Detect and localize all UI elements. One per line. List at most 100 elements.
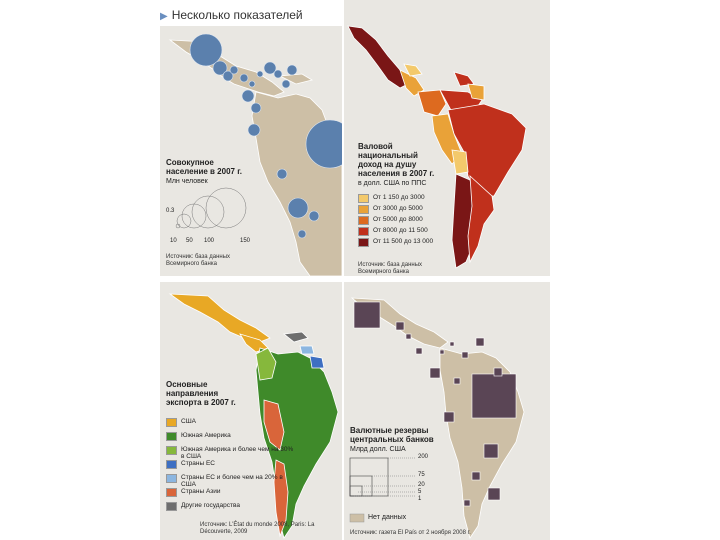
population-scale-label: 150 (240, 238, 251, 244)
gdp-legend-swatch (358, 227, 369, 236)
gdp-legend-label: От 3000 до 5000 (373, 205, 423, 212)
reserves-map-panel: Валютные резервы центральных банков Млрд… (344, 282, 550, 540)
exports-legend-swatch (166, 488, 177, 497)
population-bubble (297, 229, 307, 239)
exports-legend-swatch (166, 432, 177, 441)
bullet-triangle-icon: ▶ (160, 11, 168, 22)
population-bubble (222, 70, 234, 82)
exports-legend-swatch (166, 474, 177, 483)
gdp-legend-title: Валовой национальный доход на душу насел… (358, 142, 435, 178)
exports-legend-label: Другие государства (181, 502, 240, 509)
population-scale-circles (175, 187, 247, 229)
population-scale-label: 50 (186, 238, 193, 244)
reserves-square (429, 367, 441, 379)
population-bubble (250, 102, 262, 114)
population-legend-title: Совокупное население в 2007 г. (166, 158, 242, 176)
reserves-square (453, 377, 461, 385)
exports-legend-swatch (166, 446, 177, 455)
population-bubble (263, 61, 277, 75)
gdp-legend-item: От 5000 до 8000 (358, 216, 458, 225)
gdp-legend-item: От 3000 до 5000 (358, 205, 458, 214)
reserves-square (475, 337, 485, 347)
gdp-legend-swatch (358, 216, 369, 225)
exports-legend-swatch (166, 460, 177, 469)
exports-map-panel: Основные направления экспорта в 2007 г. … (160, 282, 342, 540)
reserves-scale-label: 200 (418, 454, 429, 460)
reserves-square (449, 341, 455, 347)
population-source: Источник: база данных Всемирного банка (166, 254, 231, 267)
gdp-legend-swatch (358, 238, 369, 247)
gdp-map-panel: Валовой национальный доход на душу насел… (344, 0, 550, 276)
population-legend-unit: Млн человек (166, 178, 208, 185)
gdp-legend-label: От 8000 до 11 500 (373, 227, 428, 234)
exports-legend-label: Страны Азии (181, 488, 221, 495)
exports-legend-item: США (166, 418, 296, 427)
exports-legend-item: Южная Америка и более чем на 30% в США (166, 446, 296, 460)
population-bubble (281, 79, 291, 89)
reserves-square (471, 373, 517, 419)
exports-legend-item: Страны ЕС и более чем на 20% в США (166, 474, 296, 488)
exports-legend-label: Южная Америка и более чем на 30% в США (181, 446, 294, 460)
population-bubble (276, 168, 288, 180)
exports-legend-title: Основные направления экспорта в 2007 г. (166, 380, 236, 407)
exports-legend-item: Страны ЕС (166, 460, 296, 469)
reserves-square (443, 411, 455, 423)
reserves-square (461, 351, 469, 359)
reserves-scale-label: 1 (418, 496, 422, 502)
gdp-legend-label: От 11 500 до 13 000 (373, 238, 434, 245)
reserves-square (415, 347, 423, 355)
exports-legend-swatch (166, 502, 177, 511)
reserves-square (395, 321, 405, 331)
reserves-map (344, 282, 550, 540)
reserves-square (471, 471, 481, 481)
exports-legend-item: Южная Америка (166, 432, 296, 441)
reserves-square (353, 301, 381, 329)
exports-source: Источник: L'État du monde 2008, Paris: L… (200, 522, 315, 535)
reserves-square (405, 333, 412, 340)
population-bubble (248, 80, 256, 88)
reserves-square (439, 349, 445, 355)
gdp-legend-swatch (358, 194, 369, 203)
gdp-legend-label: От 5000 до 8000 (373, 216, 423, 223)
population-bubble (247, 123, 261, 137)
reserves-scale-leaders (354, 457, 416, 497)
population-bubble (212, 60, 228, 76)
reserves-square (487, 487, 501, 501)
population-bubble (229, 65, 239, 75)
population-scale-label: 100 (204, 238, 215, 244)
gdp-countries (347, 25, 527, 269)
export-countries (168, 293, 339, 539)
population-map-panel: Совокупное население в 2007 г. Млн челов… (160, 26, 342, 276)
gdp-legend-item: От 11 500 до 13 000 (358, 238, 458, 247)
population-bubble (287, 197, 309, 219)
population-bubble (256, 70, 264, 78)
population-bubble (286, 64, 298, 76)
reserves-legend-unit: Млрд долл. США (350, 446, 406, 453)
reserves-scale-label: 5 (418, 489, 422, 495)
population-bubble (239, 73, 249, 83)
reserves-legend-title: Валютные резервы центральных банков (350, 426, 434, 444)
gdp-legend-label: От 1 150 до 3000 (373, 194, 425, 201)
page-title: ▶ Несколько показателей (160, 8, 303, 22)
gdp-legend-item: От 1 150 до 3000 (358, 194, 458, 203)
population-bubble (241, 89, 255, 103)
exports-legend-label: Страны ЕС и более чем на 20% в США (181, 474, 283, 488)
gdp-map (344, 0, 550, 276)
gdp-legend-item: От 8000 до 11 500 (358, 227, 458, 236)
gdp-source: Источник: база данных Всемирного банка (358, 262, 423, 275)
population-map (160, 26, 342, 276)
exports-legend-label: Страны ЕС (181, 460, 215, 467)
reserves-scale-label: 20 (418, 482, 425, 488)
exports-legend-label: Южная Америка (181, 432, 231, 439)
nodata-swatch (349, 513, 365, 523)
reserves-square (493, 367, 503, 377)
reserves-square (463, 499, 471, 507)
population-bubbles (189, 33, 342, 239)
population-scale-label: 0.3 (166, 208, 175, 214)
population-bubble (305, 119, 342, 169)
reserves-square (483, 443, 499, 459)
population-bubble (308, 210, 320, 222)
exports-legend-label: США (181, 418, 196, 425)
reserves-source: Источник: газета El País от 2 ноября 200… (350, 530, 471, 536)
